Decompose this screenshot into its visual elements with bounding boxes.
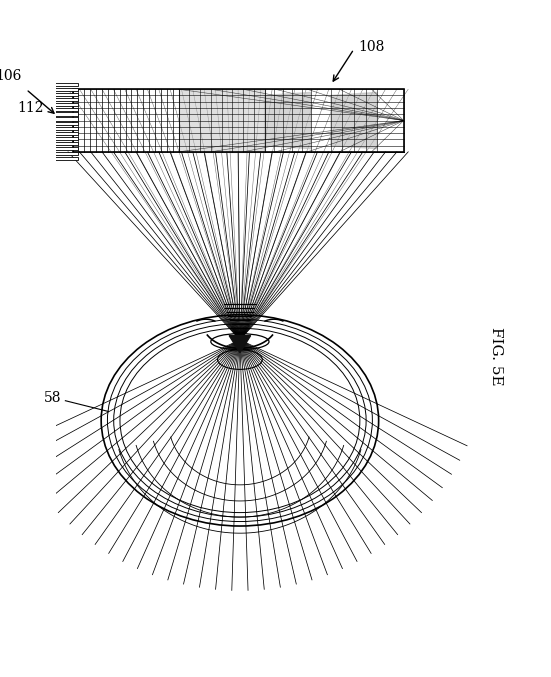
Text: 108: 108: [359, 40, 385, 54]
Bar: [53, 93, 78, 96]
Bar: [53, 112, 78, 116]
Bar: [53, 97, 78, 101]
Polygon shape: [331, 92, 377, 149]
Bar: [53, 137, 78, 140]
Bar: [53, 117, 78, 121]
Bar: [53, 127, 78, 131]
Bar: [53, 142, 78, 145]
Bar: [53, 147, 78, 150]
Bar: [53, 83, 78, 86]
Polygon shape: [179, 89, 264, 152]
Text: 106: 106: [0, 69, 21, 83]
Bar: [53, 103, 78, 106]
Bar: [53, 108, 78, 111]
Bar: [53, 123, 78, 125]
Text: FIG. 5E: FIG. 5E: [489, 328, 503, 386]
Bar: [53, 152, 78, 155]
Bar: [53, 132, 78, 135]
Text: 58: 58: [44, 391, 61, 405]
Polygon shape: [229, 336, 251, 353]
Polygon shape: [264, 92, 311, 149]
Bar: [53, 157, 78, 160]
Bar: [53, 88, 78, 91]
Text: 112: 112: [18, 101, 44, 115]
Bar: [73, 89, 404, 152]
